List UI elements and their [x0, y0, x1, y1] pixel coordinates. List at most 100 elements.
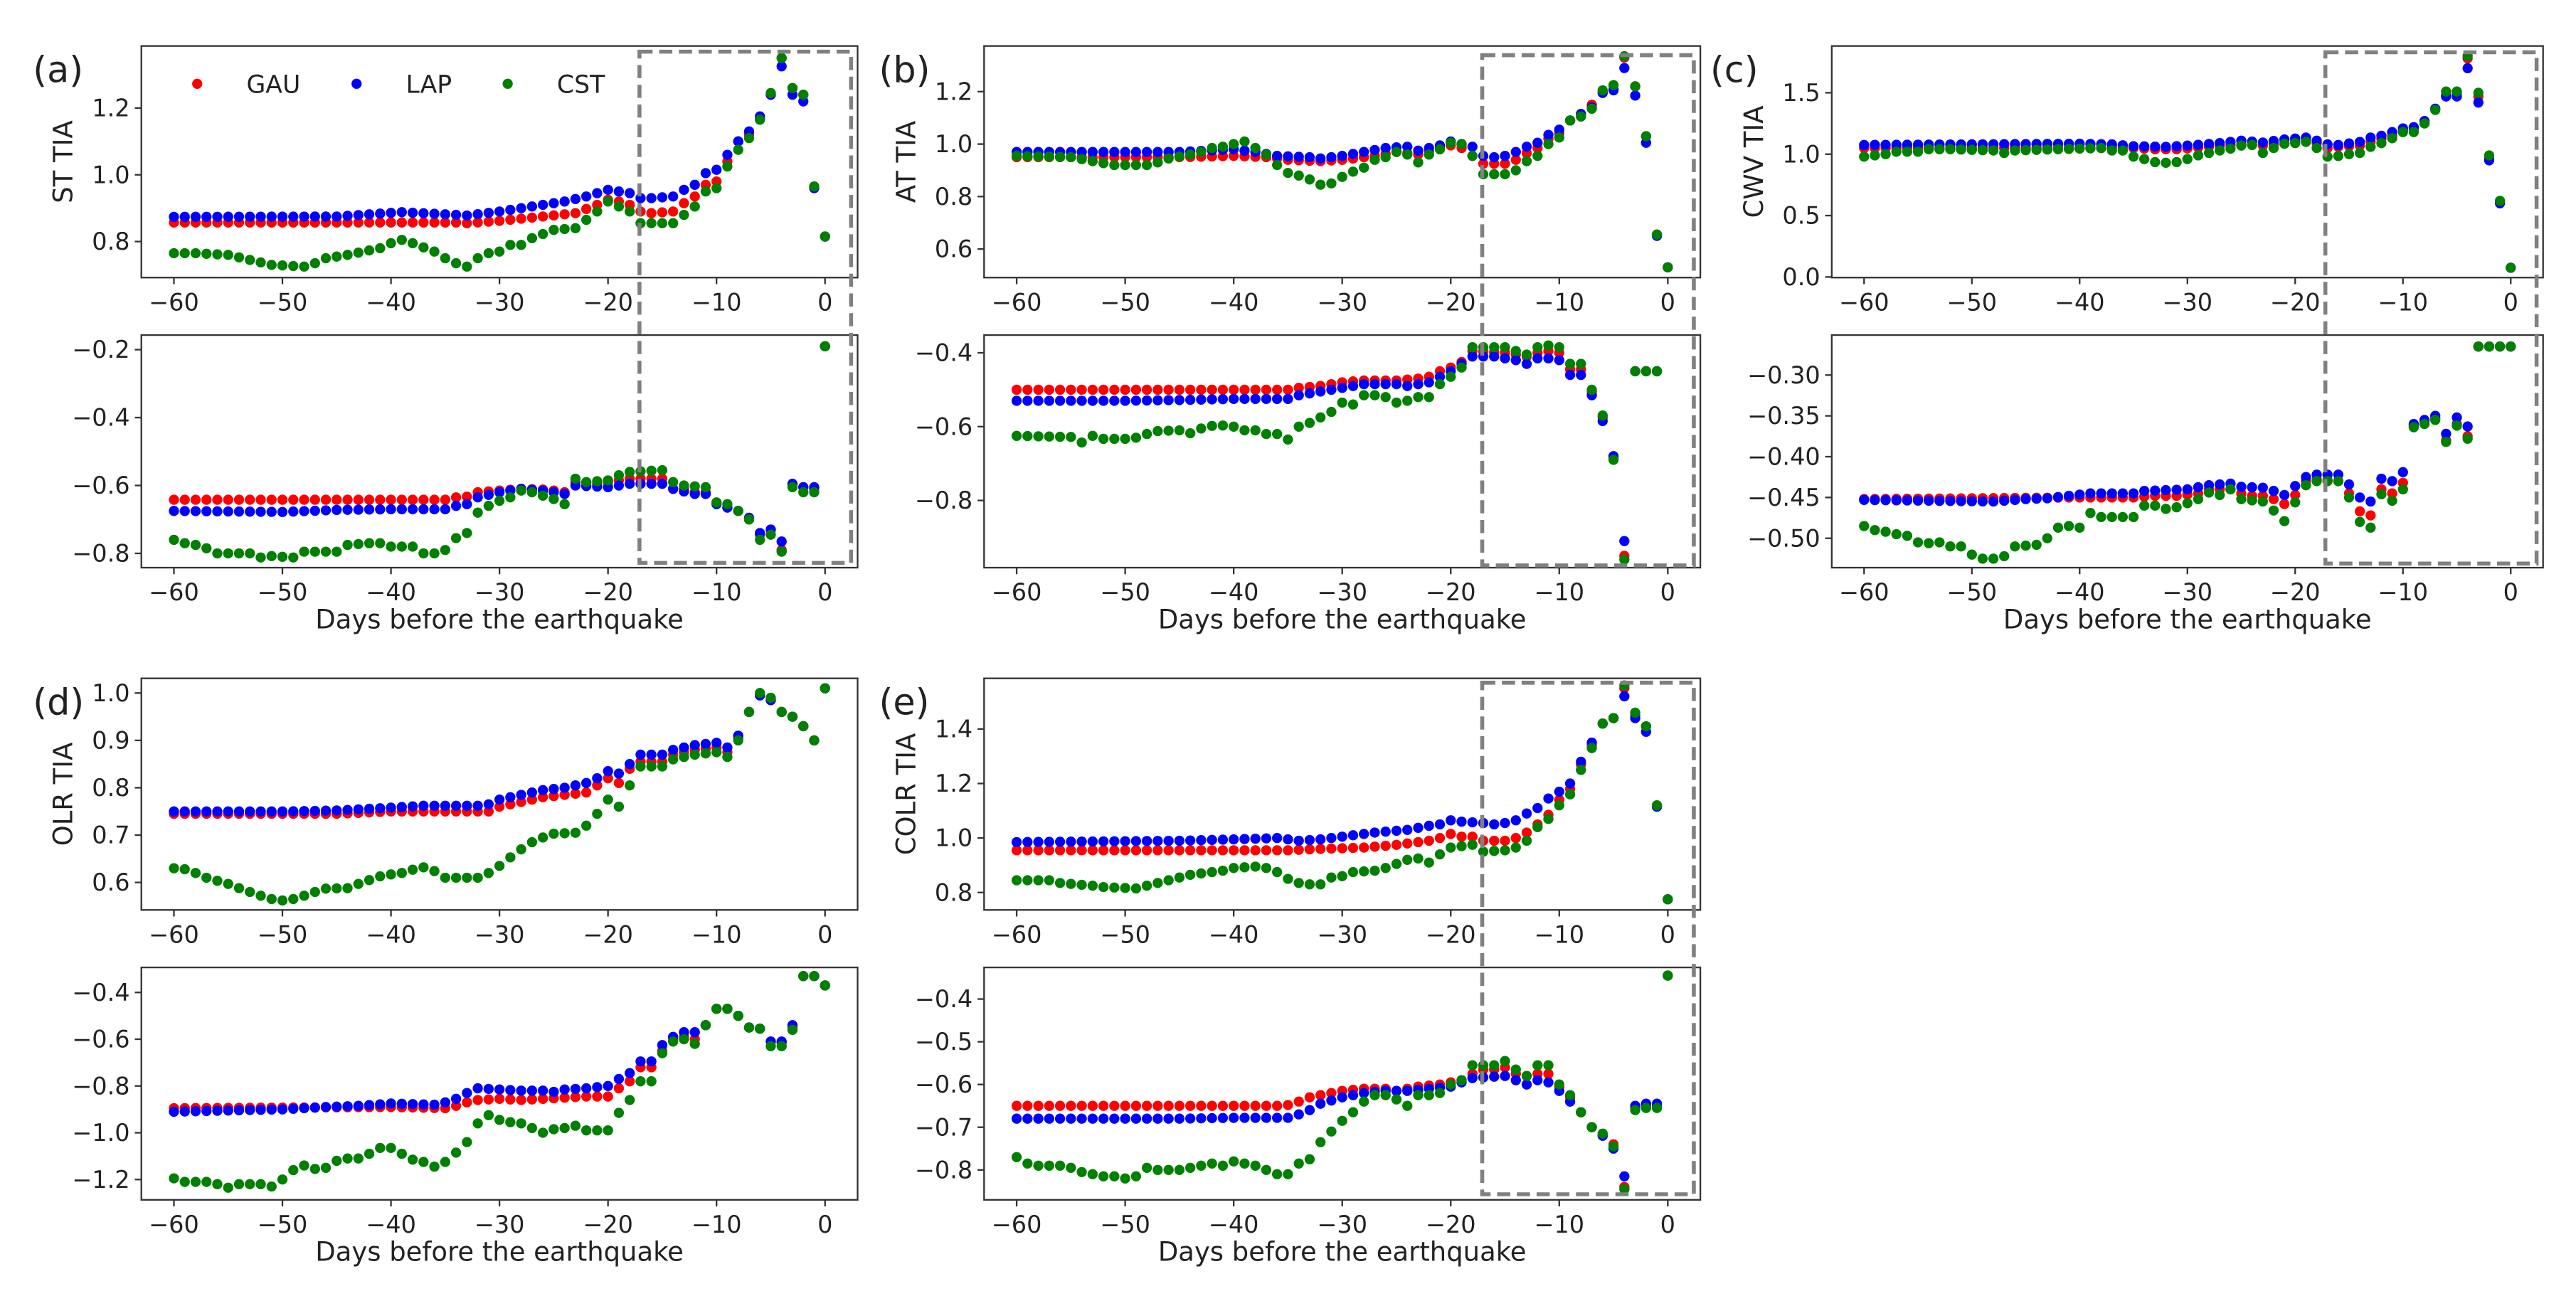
data-point-cst	[1326, 1126, 1337, 1137]
data-point-lap	[1510, 1075, 1521, 1085]
data-point-cst	[233, 252, 245, 263]
data-point-cst	[418, 242, 429, 253]
data-point-cst	[2171, 156, 2182, 168]
data-point-lap	[462, 1088, 472, 1098]
data-point-cst	[2042, 533, 2052, 543]
data-point-cst	[516, 844, 526, 855]
data-point-gau	[570, 788, 581, 799]
data-point-lap	[1359, 147, 1369, 157]
data-point-cst	[1130, 432, 1142, 443]
data-point-lap	[1859, 494, 1870, 505]
data-point-lap	[1163, 395, 1174, 405]
data-point-cst	[429, 1162, 440, 1172]
data-point-cst	[2301, 480, 2311, 491]
data-point-cst	[1608, 80, 1619, 90]
data-point-lap	[2257, 482, 2268, 493]
data-point-cst	[2236, 494, 2247, 504]
data-point-lap	[1380, 827, 1391, 837]
x-tick-label: −50	[258, 288, 308, 316]
data-point-lap	[1022, 395, 1033, 406]
data-point-lap	[288, 806, 299, 817]
data-point-cst	[299, 891, 309, 901]
data-point-cst	[2139, 154, 2150, 164]
data-point-cst	[1369, 154, 1380, 165]
x-tick-label: −10	[1534, 920, 1584, 948]
data-point-lap	[1402, 142, 1413, 152]
data-point-cst	[233, 548, 245, 559]
data-point-lap	[1163, 1113, 1174, 1124]
data-point-cst	[2074, 522, 2085, 533]
data-point-cst	[353, 1153, 364, 1164]
panel-d: 0.60.70.80.91.0−60 −50 −40 −30 −20 −10 0−1.2−1…	[33, 677, 859, 1267]
data-point-gau	[624, 1076, 635, 1087]
data-point-lap	[418, 504, 429, 515]
data-point-cst	[570, 827, 581, 838]
data-point-lap	[1141, 395, 1152, 406]
data-point-lap	[635, 749, 646, 760]
data-point-cst	[1424, 857, 1434, 868]
data-point-cst	[201, 1176, 212, 1187]
data-point-gau	[505, 214, 516, 225]
data-point-cst	[646, 218, 657, 228]
data-point-lap	[1022, 836, 1033, 847]
data-point-cst	[1098, 1171, 1109, 1181]
data-point-lap	[266, 1104, 277, 1115]
data-point-lap	[624, 188, 635, 198]
data-point-cst	[592, 1125, 603, 1136]
data-point-lap	[1521, 358, 1532, 369]
data-point-gau	[526, 1094, 538, 1105]
data-point-cst	[2484, 150, 2495, 161]
data-point-cst	[2020, 540, 2031, 551]
data-point-lap	[1380, 142, 1391, 154]
data-point-gau	[1120, 1100, 1130, 1111]
data-point-lap	[375, 803, 386, 814]
data-point-lap	[1066, 1113, 1076, 1124]
data-point-cst	[1272, 866, 1283, 878]
data-point-cst	[375, 243, 386, 254]
data-point-gau	[1044, 1100, 1054, 1111]
data-point-lap	[733, 136, 743, 147]
panel-e: 0.81.01.21.4−60 −50 −40 −30 −20 −10 0−0.8−0.7−…	[879, 677, 1702, 1267]
series-cst	[169, 341, 830, 563]
data-point-cst	[309, 886, 320, 898]
data-point-lap	[440, 1097, 450, 1107]
data-point-lap	[1489, 351, 1500, 362]
data-point-cst	[1304, 1154, 1315, 1164]
data-point-lap	[722, 742, 733, 753]
data-point-cst	[288, 552, 299, 563]
data-point-cst	[1207, 142, 1217, 154]
data-point-lap	[1304, 834, 1315, 846]
data-point-lap	[1337, 150, 1347, 161]
data-point-cst	[1434, 144, 1446, 155]
data-point-gau	[1228, 1100, 1239, 1111]
x-tick-label: −50	[1946, 288, 1997, 316]
data-point-lap	[505, 204, 516, 216]
data-point-gau	[1184, 1100, 1196, 1111]
data-point-lap	[1120, 836, 1130, 846]
data-point-lap	[201, 806, 212, 817]
data-point-cst	[1489, 1060, 1500, 1070]
data-point-cst	[2031, 539, 2042, 551]
data-point-lap	[635, 1056, 646, 1067]
data-point-lap	[1870, 494, 1880, 506]
data-point-cst	[440, 872, 450, 883]
data-point-gau	[1250, 384, 1261, 395]
data-point-lap	[266, 211, 277, 222]
data-point-lap	[581, 1083, 592, 1094]
data-point-gau	[1022, 845, 1033, 856]
x-tick-label: −10	[691, 920, 742, 948]
data-point-lap	[559, 489, 570, 499]
data-point-cst	[1326, 406, 1337, 418]
data-point-lap	[1543, 1077, 1554, 1088]
data-point-cst	[537, 228, 548, 240]
data-point-gau	[342, 494, 353, 505]
data-point-cst	[1500, 169, 1510, 180]
data-point-cst	[820, 683, 830, 694]
data-point-lap	[1359, 378, 1369, 390]
lower-subplot: −0.8 −0.6 −0.4 −0.2 −60 −50 −40 −30 −20 −10 0	[72, 334, 859, 606]
data-point-cst	[1272, 159, 1283, 171]
data-point-gau	[462, 218, 472, 228]
data-point-lap	[1011, 836, 1022, 848]
data-point-cst	[288, 893, 299, 905]
data-point-lap	[1217, 834, 1229, 845]
